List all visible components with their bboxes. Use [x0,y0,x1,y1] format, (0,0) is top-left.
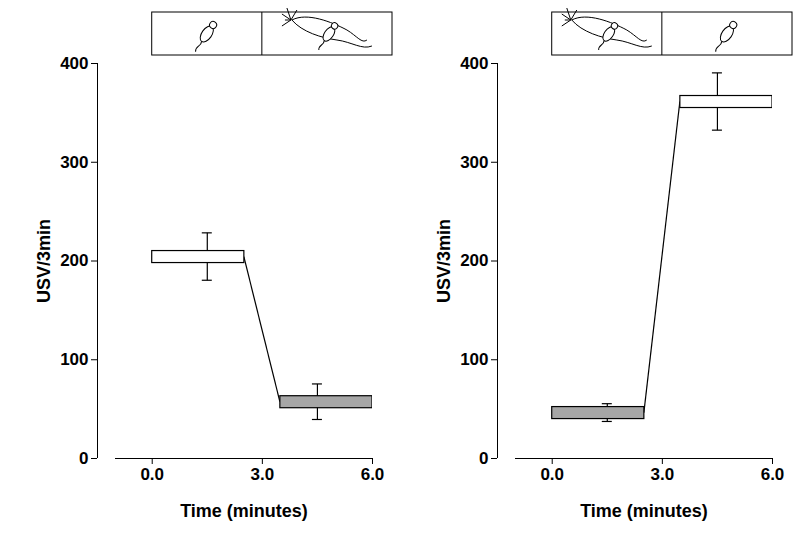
svg-text:0.0: 0.0 [540,465,564,484]
svg-text:Time (minutes): Time (minutes) [180,501,308,521]
svg-text:400: 400 [60,54,88,73]
svg-text:6.0: 6.0 [761,465,785,484]
svg-text:100: 100 [460,350,488,369]
svg-text:3.0: 3.0 [651,465,675,484]
svg-text:200: 200 [60,251,88,270]
svg-text:Time (minutes): Time (minutes) [580,501,708,521]
svg-text:100: 100 [60,350,88,369]
svg-text:3.0: 3.0 [251,465,275,484]
svg-text:6.0: 6.0 [361,465,385,484]
svg-text:400: 400 [460,54,488,73]
svg-text:USV/3min: USV/3min [34,219,54,303]
svg-text:0.0: 0.0 [140,465,164,484]
svg-text:300: 300 [60,153,88,172]
svg-text:0: 0 [479,449,488,468]
svg-text:200: 200 [460,251,488,270]
svg-text:300: 300 [460,153,488,172]
svg-text:USV/3min: USV/3min [434,219,454,303]
svg-text:0: 0 [79,449,88,468]
